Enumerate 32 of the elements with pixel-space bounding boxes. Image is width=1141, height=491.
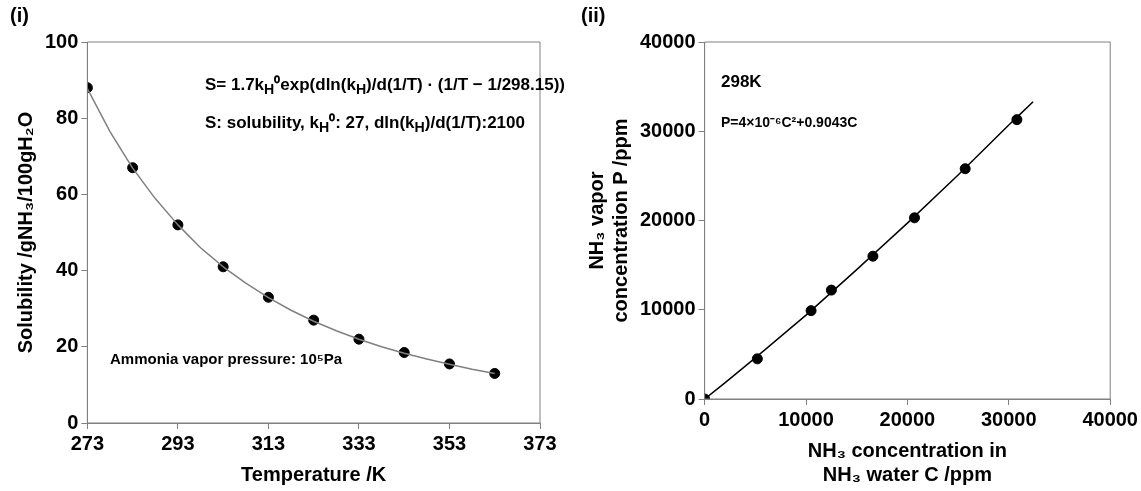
annotation: S: solubility, k$_{H}$⁰: 27, dln(k$_{H}$)/d(1/T):2100	[205, 112, 525, 136]
x-axis-title: NH₃ concentration in NH₃ water C /ppm	[807, 438, 1008, 485]
x-axis-title: Temperature /K	[241, 462, 387, 485]
y-tick-label: 80	[56, 105, 79, 128]
annotation: 298K	[721, 72, 762, 92]
x-tick-label: 333	[342, 431, 376, 454]
y-tick-label: 100	[44, 29, 79, 52]
y-tick-label: 40	[56, 258, 79, 281]
y-tick-label: 40000	[639, 29, 696, 52]
annotation: S= 1.7k$_{H}$⁰exp(dln(k$_{H}$)/d(1/T) · (1/T − 1/298.15))	[205, 74, 565, 98]
x-tick-label: 30000	[980, 407, 1037, 430]
annotation: Ammonia vapor pressure: 10⁵Pa	[110, 350, 343, 367]
y-tick-label: 20000	[639, 208, 696, 231]
y-axis-title: Solubility /gNH₃/100gH₂O	[13, 111, 36, 354]
y-tick-label: 0	[684, 386, 696, 409]
chart-title: (i)	[10, 3, 29, 26]
x-tick-label: 293	[161, 431, 195, 454]
chart-title: (ii)	[581, 3, 606, 26]
y-tick-label: 60	[56, 181, 79, 204]
y-axis-title: NH₃ vapor concentration P /ppm	[584, 118, 631, 323]
y-tick-label: 20	[56, 334, 79, 357]
x-tick-label: 40000	[1082, 407, 1138, 430]
x-tick-label: 273	[70, 431, 105, 454]
x-tick-label: 20000	[879, 407, 936, 430]
x-tick-label: 373	[523, 431, 557, 454]
y-tick-label: 10000	[639, 297, 696, 320]
x-tick-label: 353	[432, 431, 467, 454]
annotation: P=4×10⁻⁶C²+0.9043C	[721, 113, 858, 131]
y-tick-label: 30000	[639, 118, 696, 141]
x-tick-label: 0	[699, 407, 711, 430]
x-tick-label: 10000	[778, 407, 834, 430]
x-tick-label: 313	[251, 431, 286, 454]
